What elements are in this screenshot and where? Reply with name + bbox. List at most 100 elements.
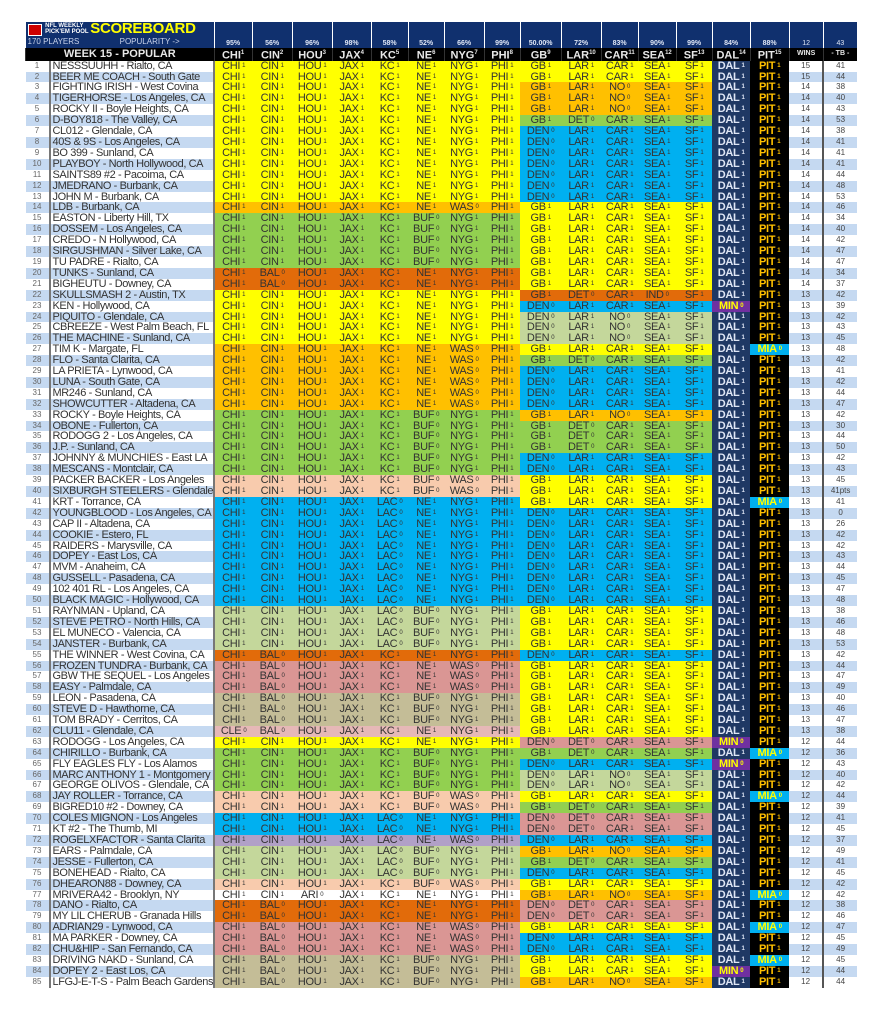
table-row[interactable]: 48 GUSSELL - Pasadena, CA CHI 1 CIN 1 HOU 1 JAX 1…	[25, 573, 858, 585]
table-row[interactable]: 12 JMEDRANO - Burbank, CA CHI 1 CIN 1 HOU 1 JAX 1…	[25, 180, 858, 192]
player-name[interactable]: FROZEN TUNDRA - Burbank, CA	[48, 660, 216, 672]
player-name[interactable]: SHOWCUTTER - Altadena, CA	[48, 398, 216, 410]
player-name[interactable]: ROCKY - Boyle Heights, CA	[48, 409, 216, 421]
table-row[interactable]: 18 SIRGUSHMAN - Silver Lake, CA CHI 1 CIN 1 HO…	[25, 246, 858, 257]
player-name[interactable]: NESSSUUHH - Rialto, CA	[48, 60, 216, 72]
player-name[interactable]: BEER ME COACH - South Gate	[48, 71, 216, 83]
table-row[interactable]: 83 DRIVING NAKD - Sunland, CA CHI 1 BAL 0 HOU 1…	[26, 954, 858, 966]
table-row[interactable]: 29 LA PRIETA - Lynwood, CA CHI 1 CIN 1 HOU 1 JAX…	[26, 366, 858, 377]
table-row[interactable]: 20 TUNKS - Sunland, CA CHI 1 BAL 0 HOU 1 JAX 1 KC 1…	[25, 267, 858, 279]
player-name[interactable]: FLY EAGLES FLY - Los Alamos	[48, 758, 216, 770]
player-name[interactable]: D-BOY818 - The Valley, CA	[48, 115, 216, 127]
player-name[interactable]: LFGJ-E-T-S - Palm Beach Gardens	[48, 976, 216, 988]
player-name[interactable]: BLACK MAGIC - Hollywood, CA	[48, 595, 216, 606]
player-name[interactable]: PIQUITO - Glendale, CA	[48, 311, 216, 323]
table-row[interactable]: 36 J.P. - Sunland, CA CHI 1 CIN 1 HOU 1 JAX 1 KC 1 B…	[25, 442, 858, 454]
player-name[interactable]: ADRIAN29 - Lynwood, CA	[48, 922, 216, 934]
table-row[interactable]: 74 JESSE - Fullerton, CA CHI 1 CIN 1 HOU 1 JAX 1 L…	[25, 856, 858, 868]
player-name[interactable]: TIGERHORSE - Los Angeles, CA	[48, 93, 216, 105]
player-name[interactable]: BIGRED10 #2 - Downey, CA	[48, 802, 216, 814]
table-row[interactable]: 69 BIGRED10 #2 - Downey, CA CHI 1 CIN 1 HOU 1 JA…	[26, 802, 858, 814]
table-row[interactable]: 46 DOPEY - East Los, CA CHI 1 CIN 1 HOU 1 JAX 1 LA…	[25, 551, 858, 563]
table-row[interactable]: 66 MARC ANTHONY 1 - Montgomery CHI 1 CIN 1 HOU…	[25, 769, 858, 781]
column-header-gb[interactable]: GB9	[519, 48, 562, 61]
player-name[interactable]: FIGHTING IRISH - West Covina	[48, 82, 216, 94]
table-row[interactable]: 31 MR246 - Sunland, CA CHI 1 CIN 1 HOU 1 JAX 1 KC 1…	[26, 387, 858, 399]
player-name[interactable]: MA PARKER - Downey, CA	[48, 933, 216, 945]
table-row[interactable]: 53 EL MUNECO - Valencia, CA CHI 1 CIN 1 HOU 1 JA…	[26, 627, 858, 639]
player-name[interactable]: ROCKY II - Boyle Heights, CA	[48, 104, 216, 116]
player-name[interactable]: EASY - Palmdale, CA	[48, 682, 216, 694]
table-row[interactable]: 62 CLU11 - Glendale, CA CLE 0 BAL 0 HOU 1 JAX 1 KC…	[25, 725, 858, 737]
table-row[interactable]: 34 OBONE - Fullerton, CA CHI 1 CIN 1 HOU 1 JAX 1 K…	[25, 420, 858, 432]
table-row[interactable]: 75 BONEHEAD - Rialto, CA CHI 1 CIN 1 HOU 1 JAX 1 L…	[26, 867, 858, 879]
table-row[interactable]: 43 CAP II - Altadena, CA CHI 1 CIN 1 HOU 1 JAX 1 L…	[26, 518, 858, 530]
player-name[interactable]: JMEDRANO - Burbank, CA	[48, 180, 216, 192]
player-name[interactable]: RODOGG - Los Angeles, CA	[48, 736, 216, 748]
column-header-ne[interactable]: NE6	[407, 48, 445, 61]
table-row[interactable]: 17 CREDO - N Hollywood, CA CHI 1 CIN 1 HOU 1 JAX…	[26, 235, 858, 247]
player-name[interactable]: RODOGG 2 - Los Angeles, CA	[48, 431, 216, 443]
player-name[interactable]: SAINTS89 #2 - Pacoima, CA	[48, 169, 216, 181]
table-row[interactable]: 22 SKULLSMASH 2 - Austin, TX CHI 1 CIN 1 HOU 1 J…	[25, 289, 858, 301]
column-header-phi[interactable]: PHI8	[483, 48, 521, 61]
table-row[interactable]: 55 THE WINNER - West Covina, CA CHI 1 BAL 0 HO…	[26, 649, 858, 661]
table-row[interactable]: 47 MVM - Anaheim, CA CHI 1 CIN 1 HOU 1 JAX 1 LAC 0 N…	[26, 562, 858, 574]
table-row[interactable]: 5 ROCKY II - Boyle Heights, CA CHI 1 CIN 1 HOU…	[26, 104, 858, 116]
player-name[interactable]: TOM BRADY - Cerritos, CA	[48, 715, 216, 726]
table-row[interactable]: 39 PACKER BACKER - Los Angeles CHI 1 CIN 1 HOU…	[26, 475, 858, 486]
column-header-kc[interactable]: KC5	[370, 48, 409, 61]
player-name[interactable]: CLU11 - Glendale, CA	[48, 725, 216, 737]
column-header-car[interactable]: CAR11	[600, 48, 639, 61]
table-row[interactable]: 61 TOM BRADY - Cerritos, CA CHI 1 BAL 0 HOU 1 JA…	[26, 715, 858, 726]
player-name[interactable]: PLAYBOY - North Hollywood, CA	[48, 158, 216, 170]
table-row[interactable]: 15 EASTON - Liberty Hill, TX CHI 1 CIN 1 HOU 1 J…	[26, 213, 858, 225]
table-row[interactable]: 70 COLES MIGNON - Los Angeles CHI 1 CIN 1 HOU 1…	[25, 813, 858, 825]
player-name[interactable]: JOHN M - Burbank, CA	[48, 191, 216, 203]
player-name[interactable]: CHU&HIP - San Fernando, CA	[48, 944, 216, 955]
table-row[interactable]: 79 MY LIL CHERUB - Granada Hills CHI 1 BAL 0 H…	[26, 911, 858, 923]
table-row[interactable]: 49 102 401 RL - Los Angeles, CA CHI 1 CIN 1 HO…	[26, 584, 858, 596]
table-row[interactable]: 72 ROGELXFACTOR - Santa Clarita CHI 1 CIN 1 HO…	[25, 835, 858, 846]
player-name[interactable]: THE MACHINE - Sunland, CA	[48, 333, 216, 345]
column-header-sf[interactable]: SF13	[675, 48, 713, 61]
wins-column-header[interactable]: WINS	[788, 48, 824, 61]
table-row[interactable]: 35 RODOGG 2 - Los Angeles, CA CHI 1 CIN 1 HOU 1…	[26, 431, 858, 443]
player-name[interactable]: JESSE - Fullerton, CA	[48, 856, 216, 868]
player-name[interactable]: JAY ROLLER - Torrance, CA	[48, 791, 216, 803]
column-header-pit[interactable]: PIT15	[749, 48, 790, 61]
player-name[interactable]: CHIRILLO - Burbank, CA	[48, 747, 216, 759]
table-row[interactable]: 67 GEORGE OLIVOS - Glendale, CA CHI 1 CIN 1 HO…	[26, 780, 858, 792]
player-name[interactable]: MESCANS - Montclair, CA	[48, 464, 216, 476]
player-name[interactable]: SKULLSMASH 2 - Austin, TX	[48, 289, 216, 301]
player-name[interactable]: CL012 - Glendale, CA	[48, 126, 216, 137]
player-name[interactable]: LUNA - South Gate, CA	[48, 376, 216, 388]
player-name[interactable]: EASTON - Liberty Hill, TX	[48, 213, 216, 225]
table-row[interactable]: 82 CHU&HIP - San Fernando, CA CHI 1 BAL 0 HOU 1…	[25, 944, 858, 955]
player-name[interactable]: LDB - Burbank, CA	[48, 202, 216, 214]
table-row[interactable]: 77 MRIVERA42 - Brooklyn, NY CHI 1 CIN 1 ARI 0 JA…	[26, 889, 858, 901]
player-name[interactable]: BONEHEAD - Rialto, CA	[48, 867, 216, 879]
table-row[interactable]: 52 STEVE PETRO - North Hills, CA CHI 1 CIN 1 H…	[25, 616, 858, 628]
player-name[interactable]: GUSSELL - Pasadena, CA	[48, 573, 216, 585]
player-name[interactable]: CREDO - N Hollywood, CA	[48, 235, 216, 247]
player-name[interactable]: BIGHEUTU - Downey, CA	[48, 278, 216, 290]
player-name[interactable]: COLES MIGNON - Los Angeles	[48, 813, 216, 825]
player-name[interactable]: DOPEY - East Los, CA	[48, 551, 216, 563]
column-header-cin[interactable]: CIN2	[251, 48, 293, 61]
table-row[interactable]: 54 JANSTER - Burbank, CA CHI 1 CIN 1 HOU 1 JAX 1 L…	[25, 638, 858, 650]
column-header-hou[interactable]: HOU3	[291, 48, 333, 61]
player-name[interactable]: PACKER BACKER - Los Angeles	[48, 475, 216, 486]
player-name[interactable]: DOSSEM - Los Angeles, CA	[48, 224, 216, 236]
player-name[interactable]: FLO - Santa Clarita, CA	[48, 355, 216, 367]
table-row[interactable]: 63 RODOGG - Los Angeles, CA CHI 1 CIN 1 HOU 1 JA…	[26, 736, 858, 748]
player-name[interactable]: GBW THE SEQUEL - Los Angeles	[48, 671, 216, 683]
table-row[interactable]: 14 LDB - Burbank, CA CHI 1 CIN 1 HOU 1 JAX 1 KC 1 NE…	[25, 202, 858, 214]
player-name[interactable]: KEN - Hollywood, CA	[48, 300, 216, 312]
table-row[interactable]: 4 TIGERHORSE - Los Angeles, CA CHI 1 CIN 1 HOU…	[25, 93, 858, 105]
table-row[interactable]: 11 SAINTS89 #2 - Pacoima, CA CHI 1 CIN 1 HOU 1 J…	[26, 169, 858, 181]
player-name[interactable]: TU PADRE - Rialto, CA	[48, 256, 216, 268]
table-row[interactable]: 23 KEN - Hollywood, CA CHI 1 CIN 1 HOU 1 JAX 1 KC 1…	[26, 300, 858, 312]
table-row[interactable]: 13 JOHN M - Burbank, CA CHI 1 CIN 1 HOU 1 JAX 1 KC…	[26, 191, 858, 203]
table-row[interactable]: 25 CBREEZE - West Palm Beach, FL CHI 1 CIN 1 H…	[26, 322, 858, 334]
